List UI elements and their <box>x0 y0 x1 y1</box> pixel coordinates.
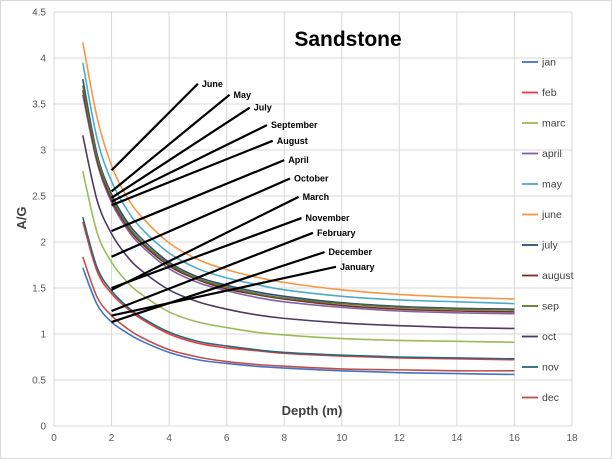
series-line-june <box>81 42 515 300</box>
series-line-feb <box>82 221 515 361</box>
callout-line <box>110 93 231 193</box>
series-line-july <box>81 79 515 310</box>
callout-label: April <box>288 155 309 165</box>
y-tick-label: 4.5 <box>32 8 46 19</box>
callout-line <box>110 82 199 172</box>
series-line-oct <box>81 135 515 330</box>
legend-label-feb: feb <box>542 87 557 99</box>
x-tick-label: 10 <box>336 433 348 444</box>
x-tick-label: 16 <box>509 433 521 444</box>
x-tick-label: 8 <box>281 433 287 444</box>
callout-line <box>111 251 325 324</box>
x-tick-label: 0 <box>51 433 57 444</box>
callout-line <box>111 217 302 290</box>
callout-label: October <box>294 174 329 184</box>
y-tick-label: 1.5 <box>32 284 46 295</box>
callout-line <box>111 177 291 258</box>
x-tick-label: 2 <box>109 433 115 444</box>
y-tick-label: 4 <box>40 54 46 65</box>
callout-line <box>111 195 300 291</box>
legend-label-nov: nov <box>542 362 560 374</box>
x-tick-label: 18 <box>566 433 578 444</box>
legend-label-august: august <box>542 270 574 282</box>
callout-line <box>111 159 285 232</box>
legend-label-marc: marc <box>542 118 565 130</box>
legend-label-june: june <box>541 209 562 221</box>
callout-label: February <box>317 228 356 238</box>
x-tick-label: 12 <box>394 433 406 444</box>
x-tick-label: 4 <box>166 433 172 444</box>
callout-line <box>111 124 268 203</box>
x-tick-label: 14 <box>451 433 463 444</box>
callout-label: June <box>202 79 223 89</box>
axis-ticks: 0 2 4 6 8 10 12 14 16 18 0 0.5 1 1.5 2 2.5 3 3.5 4 4.5 <box>32 8 578 445</box>
legend-label-may: may <box>542 179 563 191</box>
callout-line <box>110 106 251 199</box>
callout-line <box>111 139 274 207</box>
y-tick-label: 3.5 <box>32 100 46 111</box>
callout-label: May <box>234 90 252 100</box>
legend-label-sep: sep <box>542 301 559 313</box>
legend: jan feb marc april may june july august sep oct no… <box>522 57 574 404</box>
y-tick-label: 1 <box>40 330 46 341</box>
series-line-marc <box>81 170 515 344</box>
series-line-august <box>81 90 515 313</box>
callout-label: January <box>340 262 375 272</box>
y-tick-label: 2 <box>40 238 46 249</box>
legend-label-jan: jan <box>541 57 556 69</box>
gridlines <box>53 11 573 427</box>
callout-label: November <box>305 213 350 223</box>
callout-label: September <box>271 120 318 130</box>
x-axis-title: Depth (m) <box>282 403 343 418</box>
x-tick-label: 6 <box>224 433 230 444</box>
callout-label: July <box>254 103 272 113</box>
y-tick-label: 0 <box>40 422 46 433</box>
legend-label-oct: oct <box>542 331 556 343</box>
series-line-dec <box>82 256 515 372</box>
y-tick-label: 0.5 <box>32 376 46 387</box>
callout-label: March <box>303 192 330 202</box>
callout-line <box>111 265 337 317</box>
series-line-jan <box>82 267 515 376</box>
y-tick-label: 3 <box>40 146 46 157</box>
callout-label: August <box>277 136 308 146</box>
y-axis-title: A/G <box>14 206 29 229</box>
legend-label-july: july <box>541 240 559 252</box>
chart-title: Sandstone <box>294 28 401 51</box>
series-line-april <box>81 94 515 315</box>
callout-line <box>111 231 314 313</box>
legend-label-dec: dec <box>542 392 559 404</box>
callout-label: December <box>329 247 373 257</box>
legend-label-april: april <box>542 148 562 160</box>
series-line-nov <box>82 216 515 360</box>
y-tick-label: 2.5 <box>32 192 46 203</box>
